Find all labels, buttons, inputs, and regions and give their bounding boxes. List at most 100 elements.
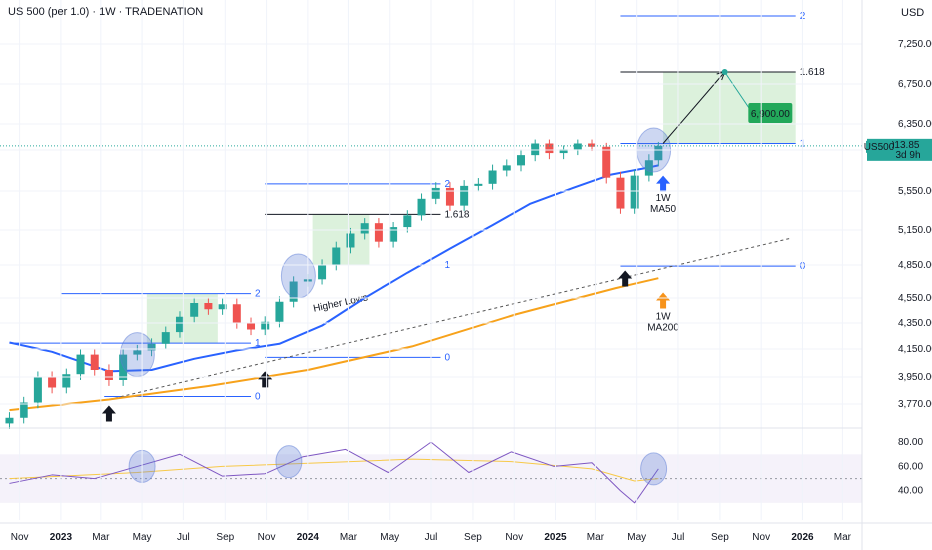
- candle-body: [247, 323, 256, 330]
- rsi-circle: [640, 452, 668, 486]
- fib-level-label: 1.618: [800, 67, 825, 78]
- y-tick-label: 4,850.00: [898, 260, 932, 271]
- candle-body: [19, 402, 28, 418]
- y-tick-label: 4,350.00: [898, 318, 932, 329]
- candle-body: [531, 143, 540, 156]
- candle-body: [133, 350, 142, 355]
- chart-title: US 500 (per 1.0) · 1W · TRADENATION: [8, 6, 204, 18]
- x-tick-label: 2026: [791, 532, 814, 543]
- x-tick-label: Sep: [216, 532, 234, 543]
- x-tick-label: Jul: [672, 532, 685, 543]
- y-tick-label: 7,250.00: [898, 39, 932, 50]
- rsi-ma-line: [9, 458, 659, 482]
- x-tick-label: Mar: [92, 532, 110, 543]
- higher-low-arrow: [618, 270, 633, 287]
- y-tick-label: 4,550.00: [898, 293, 932, 304]
- candle-body: [644, 160, 653, 176]
- candle-body: [190, 303, 199, 317]
- candle-body: [90, 354, 99, 370]
- y-tick-label: 3,770.00: [898, 399, 932, 410]
- fib-level-label: 0: [255, 392, 261, 403]
- candle-body: [289, 281, 298, 302]
- candle-body: [545, 143, 554, 154]
- candle-body: [559, 149, 568, 154]
- x-tick-label: Mar: [587, 532, 605, 543]
- x-tick-label: May: [627, 532, 646, 543]
- currency-label: USD: [901, 7, 925, 19]
- ma200-arrow: [656, 292, 671, 309]
- fib-level-label: 2: [444, 179, 450, 190]
- candle-body: [374, 223, 383, 242]
- candle-body: [389, 227, 398, 242]
- fib-level-label: 2: [255, 289, 261, 300]
- candle-body: [403, 215, 412, 228]
- x-tick-label: May: [133, 532, 152, 543]
- y-tick-label: 6,750.00: [898, 79, 932, 90]
- rsi-tick-label: 80.00: [898, 437, 923, 448]
- symbol-badge: [866, 140, 892, 153]
- candle-body: [62, 374, 71, 388]
- rsi-tick-label: 40.00: [898, 486, 923, 497]
- fib-level-label: 1: [255, 338, 261, 349]
- x-tick-label: Nov: [752, 532, 770, 543]
- candle-body: [5, 417, 14, 424]
- breakout-circle: [119, 332, 155, 378]
- candle-body: [588, 143, 597, 147]
- fib-level-label: 1.618: [444, 209, 469, 220]
- candle-body: [474, 183, 483, 186]
- candle-body: [332, 247, 341, 265]
- candle-body: [602, 146, 611, 178]
- x-tick-label: Nov: [11, 532, 29, 543]
- candle-body: [76, 354, 85, 375]
- last-price-value: 6,013.85: [881, 140, 920, 151]
- y-tick-label: 4,150.00: [898, 344, 932, 355]
- candle-body: [232, 304, 241, 323]
- higher-low-arrow: [101, 405, 116, 422]
- candle-body: [516, 155, 525, 166]
- ma50-label: 1W MA50: [650, 193, 677, 215]
- candle-body: [147, 343, 156, 351]
- candle-body: [204, 303, 213, 310]
- candle-body: [630, 175, 639, 209]
- y-tick-label: 5,150.00: [898, 225, 932, 236]
- x-tick-label: May: [380, 532, 399, 543]
- rsi-tick-label: 60.00: [898, 461, 923, 472]
- candle-body: [460, 185, 469, 206]
- ma50-arrow: [656, 175, 671, 192]
- rsi-line: [9, 441, 659, 504]
- candle-body: [175, 316, 184, 333]
- candle-body: [318, 265, 327, 280]
- y-tick-label: 6,350.00: [898, 119, 932, 130]
- candle-body: [360, 223, 369, 234]
- candle-body: [261, 321, 270, 330]
- candle-body: [275, 301, 284, 322]
- countdown-value: 3d 9h: [895, 150, 920, 161]
- x-tick-label: Nov: [505, 532, 523, 543]
- candle-body: [488, 170, 497, 184]
- fib-level-label: 0: [444, 352, 450, 363]
- x-tick-label: Jul: [177, 532, 190, 543]
- y-tick-label: 3,950.00: [898, 372, 932, 383]
- ma200-line: [9, 277, 659, 412]
- candle-body: [616, 177, 625, 209]
- candle-body: [431, 187, 440, 199]
- candle-body: [654, 145, 663, 161]
- x-tick-label: Mar: [834, 532, 852, 543]
- x-tick-label: 2024: [297, 532, 320, 543]
- target-badge: [748, 103, 793, 123]
- projection-zone-2024: [312, 214, 370, 265]
- symbol-badge-text: US500: [864, 142, 895, 153]
- candle-body: [48, 377, 57, 388]
- ma200-label: 1W MA200: [647, 311, 679, 333]
- candle-body: [502, 165, 511, 171]
- breakout-circle: [280, 253, 316, 299]
- rsi-circle: [275, 445, 303, 479]
- candle-body: [417, 198, 426, 216]
- x-tick-label: 2023: [50, 532, 73, 543]
- candle-body: [218, 304, 227, 310]
- x-tick-label: 2025: [544, 532, 567, 543]
- x-tick-label: Nov: [258, 532, 276, 543]
